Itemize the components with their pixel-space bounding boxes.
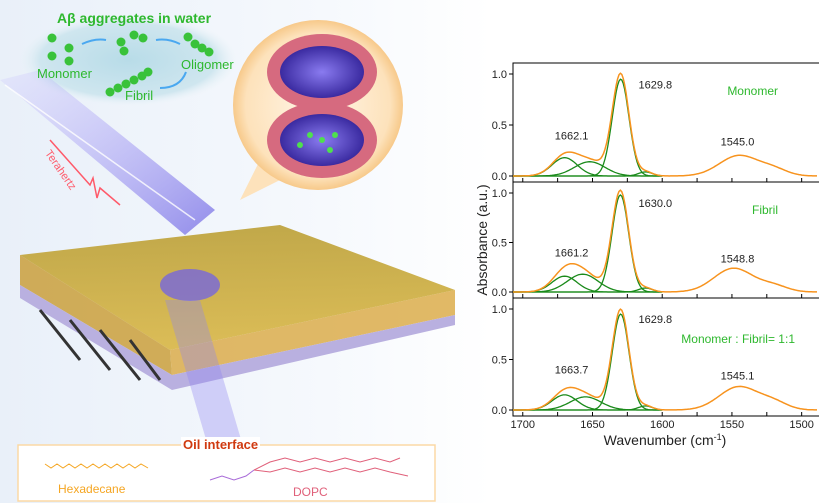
peak-label: 1663.7 xyxy=(555,365,589,377)
electrodes xyxy=(38,309,162,381)
illustration xyxy=(0,14,455,502)
fit-component-line xyxy=(513,171,663,177)
y-tick-label: 0.5 xyxy=(492,238,507,250)
y-tick-label: 0.5 xyxy=(492,355,507,367)
stage-label-fibril: Fibril xyxy=(125,88,154,103)
peak-label: 1545.0 xyxy=(721,136,755,148)
dopc-label: DOPC xyxy=(293,485,328,499)
transition-arrows xyxy=(81,38,187,89)
y-tick-label: 1.0 xyxy=(492,188,507,200)
monomer-beads xyxy=(47,30,214,97)
x-tick-label: 1550 xyxy=(720,419,744,431)
panel-frame xyxy=(512,181,819,299)
y-tick-label: 0.5 xyxy=(492,120,507,132)
x-axis-label: Wavenumber (cm-1) xyxy=(604,432,727,448)
peak-label: 1545.1 xyxy=(721,371,755,383)
water-title: Aβ aggregates in water xyxy=(57,10,212,26)
measured-spectrum-line xyxy=(513,72,817,177)
y-tick-label: 0.0 xyxy=(492,405,507,417)
panel-label: Monomer : Fibril= 1:1 xyxy=(681,332,795,346)
beam-icon xyxy=(0,70,215,235)
fit-component-line xyxy=(513,287,663,293)
y-axis-label: Absorbance (a.u.) xyxy=(474,184,490,295)
hexadecane-structure xyxy=(44,463,149,469)
measured-spectrum-line xyxy=(513,308,817,411)
panel-label: Monomer xyxy=(727,84,778,98)
x-tick-label: 1500 xyxy=(789,419,813,431)
y-tick-label: 0.0 xyxy=(492,287,507,299)
peak-label: 1662.1 xyxy=(555,130,589,142)
x-tick-label: 1650 xyxy=(580,419,604,431)
dopc-structure xyxy=(209,457,409,481)
water-region xyxy=(18,14,238,106)
panel-label: Fibril xyxy=(752,203,778,217)
stage-label-oligomer: Oligomer xyxy=(181,57,234,72)
peak-label: 1548.8 xyxy=(721,253,755,265)
peak-label: 1629.8 xyxy=(639,314,673,326)
hexadecane-label: Hexadecane xyxy=(58,482,126,496)
oil-interface-box xyxy=(17,444,436,502)
y-tick-label: 0.0 xyxy=(492,171,507,183)
stage-label-monomer: Monomer xyxy=(37,66,92,81)
peak-label: 1629.8 xyxy=(639,79,673,91)
slab-substrate xyxy=(20,225,455,350)
y-tick-label: 1.0 xyxy=(492,69,507,81)
y-tick-label: 1.0 xyxy=(492,304,507,316)
terahertz-wave-icon xyxy=(49,139,121,206)
x-tick-label: 1700 xyxy=(511,419,535,431)
x-tick-label: 1600 xyxy=(650,419,674,431)
oil-interface-title: Oil interface xyxy=(181,437,261,452)
fit-component-line xyxy=(513,405,663,411)
measured-spectrum-line xyxy=(513,189,817,293)
peak-label: 1630.0 xyxy=(639,198,673,210)
panel-frame xyxy=(512,62,819,183)
peak-label: 1661.2 xyxy=(555,247,589,259)
